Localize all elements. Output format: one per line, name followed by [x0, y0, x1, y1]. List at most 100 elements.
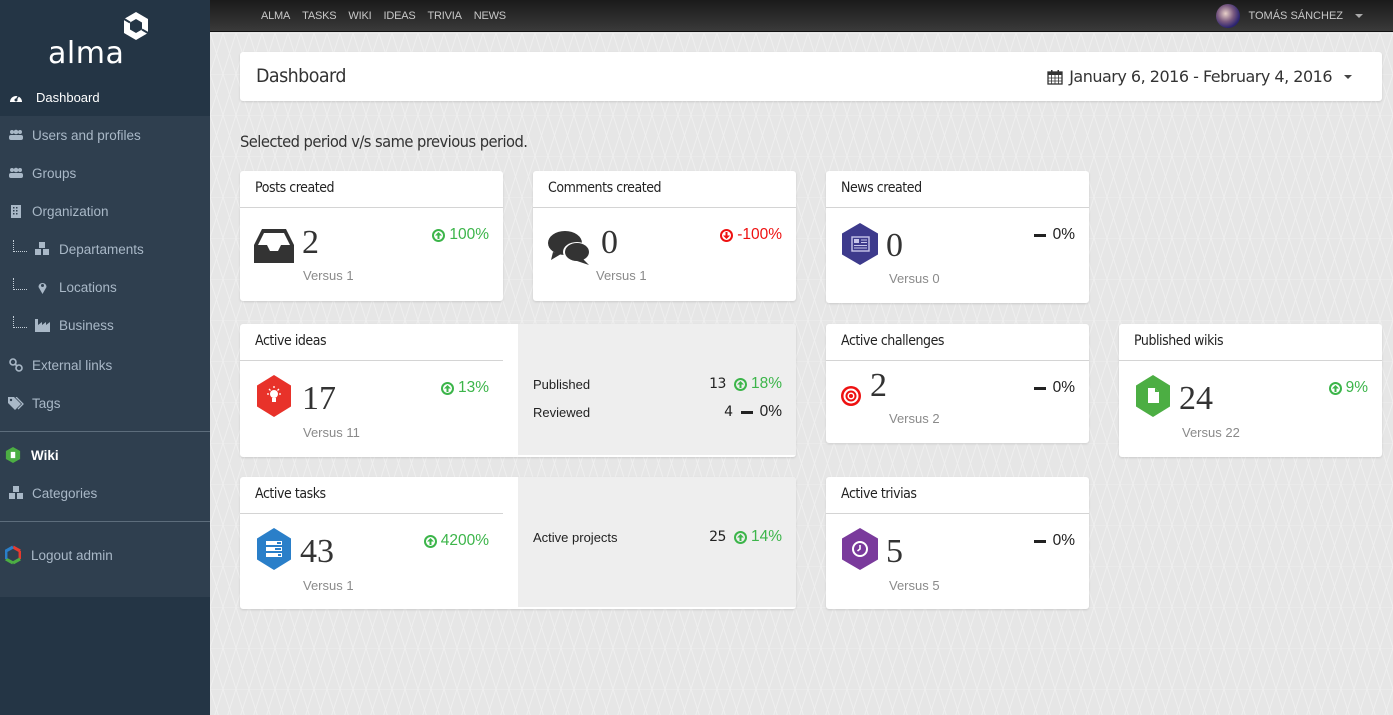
- sidebar-divider: [0, 521, 210, 522]
- cubes-icon: [34, 241, 50, 257]
- minus-icon: [1033, 539, 1046, 543]
- period-comparison-note: Selected period v/s same previous period…: [240, 132, 528, 151]
- sidebar-item-tags[interactable]: Tags: [0, 384, 210, 422]
- topnav-news[interactable]: NEWS: [473, 10, 506, 22]
- metric-versus: Versus 22: [1182, 425, 1240, 440]
- card-title: Active ideas: [240, 324, 503, 361]
- metric-versus: Versus 2: [889, 411, 940, 426]
- sidebar: alma Dashboard Users and profiles Groups: [0, 0, 210, 715]
- metric-value: 2: [870, 367, 887, 404]
- topnav-alma[interactable]: ALMA: [261, 10, 291, 22]
- metric-delta: 0%: [1033, 379, 1075, 397]
- user-name: TOMÁS SÁNCHEZ: [1248, 10, 1343, 22]
- metric-delta: 100%: [432, 226, 489, 244]
- sidebar-item-label: Dashboard: [36, 89, 100, 105]
- card-active-challenges: Active challenges 2 Versus 2 0%: [826, 324, 1089, 443]
- clock-hex-icon: [840, 528, 880, 570]
- inbox-icon: [254, 226, 294, 266]
- sidebar-item-categories[interactable]: Categories: [0, 474, 210, 512]
- date-range-picker[interactable]: January 6, 2016 - February 4, 2016: [1047, 67, 1352, 86]
- metric-versus: Versus 1: [303, 268, 354, 283]
- metric-delta: 9%: [1328, 379, 1368, 397]
- ideas-detail-panel: Published 13 18% Reviewed 4 0%: [518, 324, 796, 455]
- avatar: [1216, 4, 1241, 28]
- metric-value: 0: [601, 224, 618, 261]
- arrow-circle-up-icon: [733, 530, 747, 544]
- sidebar-item-organization[interactable]: Organization: [0, 192, 210, 230]
- arrow-circle-up-icon: [1328, 381, 1342, 395]
- date-range-text: January 6, 2016 - February 4, 2016: [1069, 67, 1332, 86]
- card-published-wikis: Published wikis 24 Versus 22 9%: [1119, 324, 1382, 457]
- card-title: Posts created: [240, 171, 503, 208]
- sidebar-item-users-and-profiles[interactable]: Users and profiles: [0, 116, 210, 154]
- metric-versus: Versus 11: [303, 425, 360, 440]
- wiki-hex-icon: [1133, 375, 1173, 417]
- metric-versus: Versus 5: [889, 578, 940, 593]
- sidebar-item-locations[interactable]: Locations: [0, 268, 210, 306]
- detail-row-published: Published 13 18%: [533, 375, 782, 392]
- minus-icon: [1033, 233, 1046, 237]
- minus-icon: [740, 410, 753, 414]
- metric-value: 24: [1179, 380, 1213, 417]
- industry-icon: [34, 317, 50, 333]
- sidebar-item-label: External links: [32, 357, 113, 373]
- card-active-ideas: Active ideas 17 Versus 11 13% Published …: [240, 324, 796, 457]
- tasks-hex-icon: [254, 528, 294, 570]
- arrow-circle-up-icon: [733, 377, 747, 391]
- target-icon: [840, 385, 862, 407]
- logo-text: alma: [48, 36, 125, 71]
- groups-icon: [8, 165, 24, 181]
- card-title: Active trivias: [826, 477, 1089, 514]
- building-icon: [8, 203, 24, 219]
- metric-versus: Versus 1: [303, 578, 354, 593]
- sidebar-item-groups[interactable]: Groups: [0, 154, 210, 192]
- card-title: Active tasks: [240, 477, 503, 514]
- card-title: News created: [826, 171, 1089, 208]
- topnav-trivia[interactable]: TRIVIA: [427, 10, 462, 22]
- wiki-hex-icon: [5, 447, 21, 463]
- card-news-created: News created 0 Versus 0 0%: [826, 171, 1089, 303]
- sidebar-item-logout[interactable]: Logout admin: [0, 536, 210, 574]
- link-icon: [8, 357, 24, 373]
- dashboard-icon: [8, 89, 24, 105]
- topnav-tasks[interactable]: TASKS: [302, 10, 337, 22]
- tree-connector: [13, 316, 27, 328]
- arrow-circle-up-icon: [432, 228, 446, 242]
- logo[interactable]: alma: [0, 0, 210, 78]
- lightbulb-hex-icon: [254, 375, 294, 417]
- map-marker-icon: [34, 279, 50, 295]
- tree-connector: [13, 278, 27, 290]
- card-title: Comments created: [533, 171, 796, 208]
- chevron-down-icon: [1344, 74, 1352, 79]
- card-comments-created: Comments created 0 Versus 1 -100%: [533, 171, 796, 301]
- user-menu[interactable]: TOMÁS SÁNCHEZ: [1216, 4, 1363, 28]
- sidebar-item-dashboard[interactable]: Dashboard: [0, 78, 210, 116]
- page-header: Dashboard January 6, 2016 - February 4, …: [240, 52, 1382, 101]
- sidebar-item-wiki[interactable]: Wiki: [0, 436, 210, 474]
- top-navbar: ALMA TASKS WIKI IDEAS TRIVIA NEWS TOMÁS …: [210, 0, 1393, 32]
- sidebar-item-label: Groups: [32, 165, 77, 181]
- metric-versus: Versus 1: [596, 268, 647, 283]
- metric-versus: Versus 0: [889, 271, 940, 286]
- card-active-trivias: Active trivias 5 Versus 5 0%: [826, 477, 1089, 609]
- topnav-wiki[interactable]: WIKI: [348, 10, 372, 22]
- detail-row-reviewed: Reviewed 4 0%: [533, 403, 782, 420]
- sidebar-item-label: Business: [59, 317, 114, 333]
- sidebar-item-label: Tags: [32, 395, 61, 411]
- metric-delta: 13%: [440, 379, 489, 397]
- sidebar-item-label: Wiki: [31, 447, 59, 463]
- alma-logo-icon: [123, 12, 149, 40]
- sidebar-item-label: Departaments: [59, 241, 144, 257]
- sidebar-item-business[interactable]: Business: [0, 306, 210, 344]
- sidebar-divider: [0, 431, 210, 432]
- sidebar-item-departaments[interactable]: Departaments: [0, 230, 210, 268]
- metric-delta: -100%: [720, 226, 782, 244]
- card-title: Published wikis: [1119, 324, 1382, 361]
- sidebar-item-external-links[interactable]: External links: [0, 346, 210, 384]
- users-icon: [8, 127, 24, 143]
- metric-value: 17: [302, 380, 336, 417]
- metric-delta: 0%: [1033, 532, 1075, 550]
- page-title: Dashboard: [256, 65, 346, 87]
- sidebar-item-label: Categories: [32, 485, 98, 501]
- topnav-ideas[interactable]: IDEAS: [383, 10, 416, 22]
